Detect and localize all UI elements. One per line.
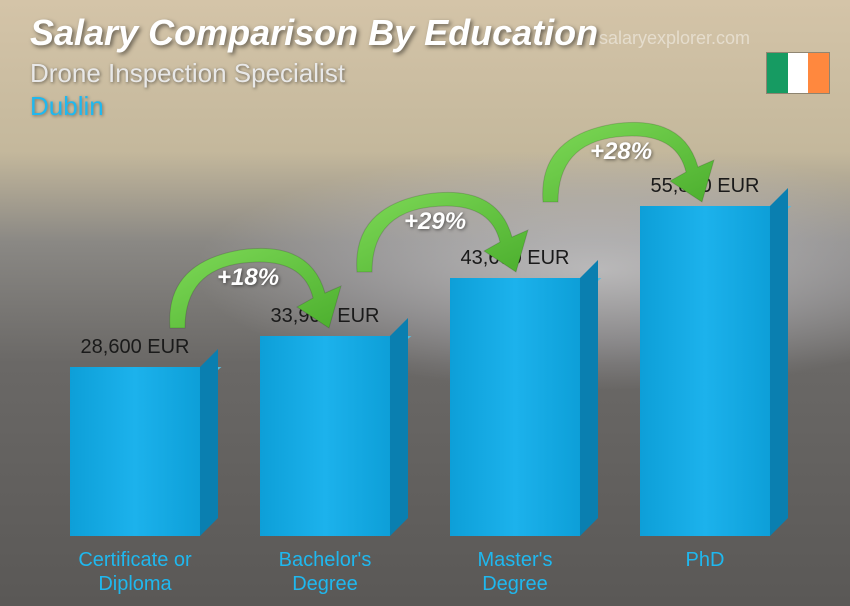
bar-0: 28,600 EUR (55, 336, 215, 536)
category-label: PhD (625, 548, 785, 596)
category-label: Master'sDegree (435, 548, 595, 596)
chart-subtitle: Drone Inspection Specialist (30, 58, 598, 89)
increment-arrow-1: +29% (342, 182, 522, 282)
header: Salary Comparison By Education Drone Ins… (30, 12, 598, 122)
ireland-flag-icon (766, 52, 830, 94)
pct-label: +18% (217, 264, 279, 292)
increment-arrow-0: +18% (155, 238, 335, 338)
chart-title: Salary Comparison By Education (30, 12, 598, 54)
pct-label: +29% (404, 208, 466, 236)
category-label: Certificate orDiploma (55, 548, 215, 596)
pct-label: +28% (590, 138, 652, 166)
category-label: Bachelor'sDegree (245, 548, 405, 596)
watermark: salaryexplorer.com (599, 28, 750, 49)
category-labels: Certificate orDiploma Bachelor'sDegree Mas… (40, 548, 800, 596)
increment-arrow-2: +28% (528, 112, 708, 212)
